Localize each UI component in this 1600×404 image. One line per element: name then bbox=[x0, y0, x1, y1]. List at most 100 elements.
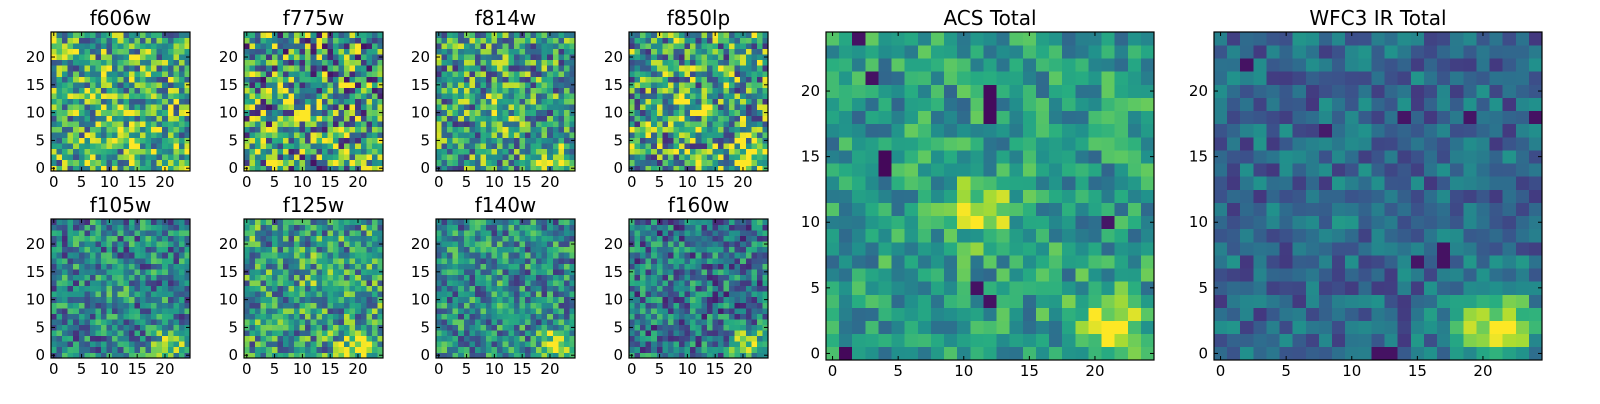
heatmap-cell bbox=[134, 225, 140, 231]
heatmap-cell bbox=[640, 121, 646, 127]
heatmap-cell bbox=[519, 319, 525, 325]
heatmap-cell bbox=[508, 127, 514, 133]
heatmap-cell bbox=[283, 115, 289, 121]
heatmap-cell bbox=[746, 65, 752, 71]
heatmap-cell bbox=[458, 49, 464, 55]
heatmap-cell bbox=[283, 60, 289, 66]
heatmap-cell bbox=[311, 236, 317, 242]
heatmap-cell bbox=[640, 49, 646, 55]
heatmap-cell bbox=[134, 263, 140, 269]
heatmap-cell bbox=[57, 286, 63, 292]
heatmap-cell bbox=[255, 230, 261, 236]
x-tick-label: 0 bbox=[434, 173, 444, 191]
heatmap-cell bbox=[685, 297, 691, 303]
heatmap-cell bbox=[162, 93, 168, 99]
heatmap-cell bbox=[718, 121, 724, 127]
heatmap-cell bbox=[112, 325, 118, 331]
heatmap-cell bbox=[751, 154, 757, 160]
heatmap-cell bbox=[453, 54, 459, 60]
heatmap-cell bbox=[51, 115, 57, 121]
heatmap-cell bbox=[497, 149, 503, 155]
heatmap-cell bbox=[657, 275, 663, 281]
heatmap-cell bbox=[503, 115, 509, 121]
heatmap-cell bbox=[283, 336, 289, 342]
heatmap-cell bbox=[508, 241, 514, 247]
heatmap-cell bbox=[140, 88, 146, 94]
heatmap-cell bbox=[668, 121, 674, 127]
heatmap-cell bbox=[629, 314, 635, 320]
heatmap-cell bbox=[73, 76, 79, 82]
heatmap-cell bbox=[685, 341, 691, 347]
heatmap-cell bbox=[333, 154, 339, 160]
heatmap-cell bbox=[696, 127, 702, 133]
heatmap-cell bbox=[305, 99, 311, 105]
heatmap-cell bbox=[690, 143, 696, 149]
heatmap-cell bbox=[564, 88, 570, 94]
heatmap-cell bbox=[657, 160, 663, 166]
heatmap-cell bbox=[497, 280, 503, 286]
heatmap-cell bbox=[553, 302, 559, 308]
heatmap-cell bbox=[300, 121, 306, 127]
heatmap-cell bbox=[646, 76, 652, 82]
heatmap-cell bbox=[162, 286, 168, 292]
heatmap-cell bbox=[283, 291, 289, 297]
heatmap-cell bbox=[707, 347, 713, 353]
heatmap-cell bbox=[701, 138, 707, 144]
heatmap-cell bbox=[740, 82, 746, 88]
heatmap-cell bbox=[112, 291, 118, 297]
heatmap-cell bbox=[436, 302, 442, 308]
heatmap-cell bbox=[272, 138, 278, 144]
heatmap-cell bbox=[311, 110, 317, 116]
heatmap-cell bbox=[305, 121, 311, 127]
heatmap-cell bbox=[90, 319, 96, 325]
heatmap-cell bbox=[542, 88, 548, 94]
heatmap-cell bbox=[436, 275, 442, 281]
heatmap-cell bbox=[333, 263, 339, 269]
heatmap-cell bbox=[480, 38, 486, 44]
heatmap-cell bbox=[679, 143, 685, 149]
heatmap-cell bbox=[272, 143, 278, 149]
heatmap-cell bbox=[712, 110, 718, 116]
heatmap-cell bbox=[173, 32, 179, 38]
heatmap-cell bbox=[107, 132, 113, 138]
heatmap-cell bbox=[68, 330, 74, 336]
heatmap-cell bbox=[311, 160, 317, 166]
heatmap-cell bbox=[547, 49, 553, 55]
heatmap-cell bbox=[101, 99, 107, 105]
heatmap-cell bbox=[469, 319, 475, 325]
heatmap-cell bbox=[355, 38, 361, 44]
heatmap-cell bbox=[718, 319, 724, 325]
heatmap-cell bbox=[157, 230, 163, 236]
heatmap-cell bbox=[179, 115, 185, 121]
heatmap-cell bbox=[519, 104, 525, 110]
heatmap-cell bbox=[685, 275, 691, 281]
heatmap-cell bbox=[305, 160, 311, 166]
heatmap-cell bbox=[311, 138, 317, 144]
heatmap-cell bbox=[514, 291, 520, 297]
heatmap-cell bbox=[436, 49, 442, 55]
heatmap-cell bbox=[277, 325, 283, 331]
heatmap-cell bbox=[157, 43, 163, 49]
heatmap-cell bbox=[519, 236, 525, 242]
heatmap-cell bbox=[129, 247, 135, 253]
heatmap-cell bbox=[531, 93, 537, 99]
heatmap-cell bbox=[84, 88, 90, 94]
heatmap-cell bbox=[442, 336, 448, 342]
heatmap-cell bbox=[316, 241, 322, 247]
heatmap-cell bbox=[68, 160, 74, 166]
heatmap-cell bbox=[73, 336, 79, 342]
heatmap-cell bbox=[90, 286, 96, 292]
heatmap-cell bbox=[685, 336, 691, 342]
heatmap-cell bbox=[442, 32, 448, 38]
heatmap-cell bbox=[90, 258, 96, 264]
heatmap-cell bbox=[712, 286, 718, 292]
heatmap-cell bbox=[486, 104, 492, 110]
heatmap-cell bbox=[662, 71, 668, 77]
heatmap-cell bbox=[355, 54, 361, 60]
heatmap-cell bbox=[662, 54, 668, 60]
heatmap-cell bbox=[436, 258, 442, 264]
heatmap-cell bbox=[140, 93, 146, 99]
heatmap-cell bbox=[355, 247, 361, 253]
heatmap-cell bbox=[261, 258, 267, 264]
heatmap-cell bbox=[673, 280, 679, 286]
